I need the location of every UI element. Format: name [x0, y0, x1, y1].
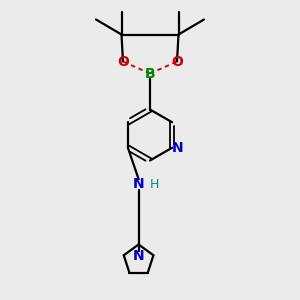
Text: O: O — [117, 55, 129, 68]
Text: O: O — [171, 55, 183, 68]
Text: H: H — [150, 178, 159, 191]
Text: N: N — [133, 250, 144, 263]
Text: N: N — [133, 178, 144, 191]
Text: N: N — [171, 141, 183, 155]
Text: B: B — [145, 67, 155, 80]
